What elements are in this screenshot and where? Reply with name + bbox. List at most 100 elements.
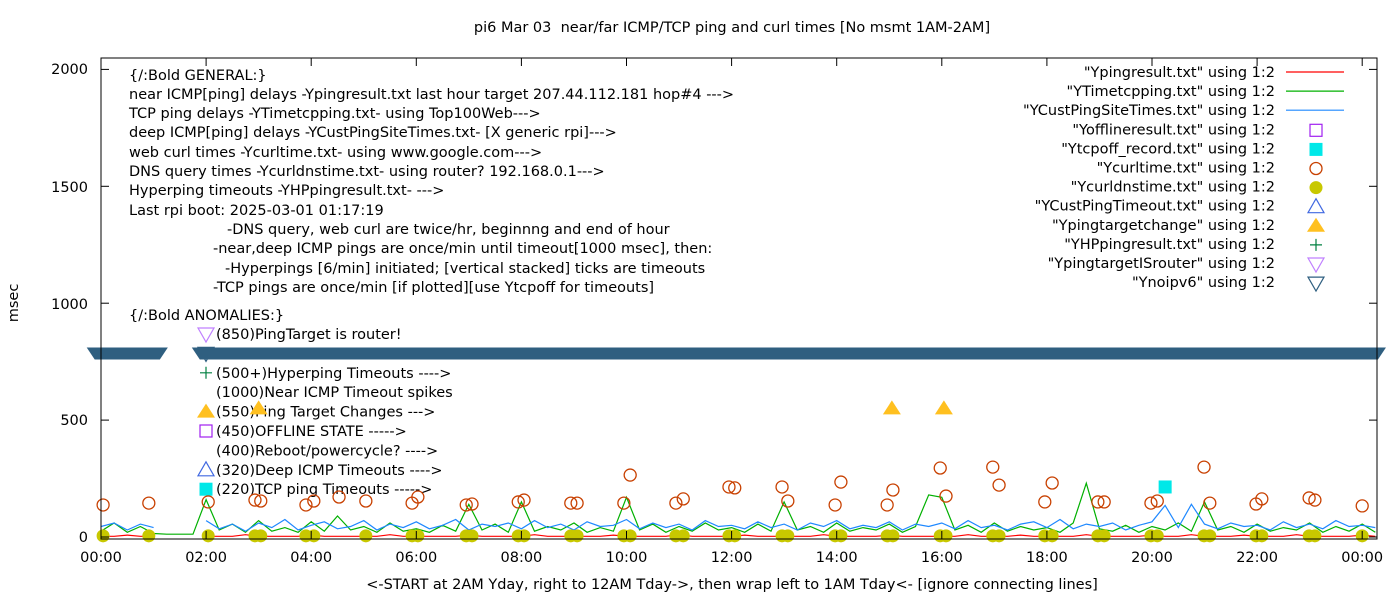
y-axis-label: msec <box>6 284 22 323</box>
curltime-point <box>299 498 313 512</box>
curltime-point <box>880 498 894 512</box>
x-tick-label: 16:00 <box>921 550 963 566</box>
x-tick-label: 00:00 <box>80 550 122 566</box>
x-tick-label: 22:00 <box>1236 550 1278 566</box>
curltime-point <box>459 498 473 512</box>
anomaly-annotations: (850)PingTarget is router! (500+)Hyperpin… <box>196 327 453 498</box>
y-tick-label: 1000 <box>51 297 88 313</box>
legend-label: "Ynoipv6" using 1:2 <box>1132 275 1275 291</box>
legend-hpping-icon <box>1310 238 1322 251</box>
curltime-point <box>201 495 215 509</box>
anomaly-open-square-icon <box>199 424 213 438</box>
legend-curltime-icon <box>1309 161 1323 176</box>
curltime-point <box>669 496 683 510</box>
curltime-point <box>142 496 156 510</box>
curltime-point <box>248 493 262 507</box>
legend-label: "YpingtargetISrouter" using 1:2 <box>1048 256 1275 272</box>
x-tick-label: 20:00 <box>1131 550 1173 566</box>
curltime-point <box>564 496 578 510</box>
legend-tcpoff-icon <box>1309 142 1323 156</box>
legend-custpingtimeout-icon <box>1306 197 1326 214</box>
legend-label: "Ypingresult.txt" using 1:2 <box>1084 65 1275 81</box>
anomaly-label: (1000)Near ICMP Timeout spikes <box>216 385 453 401</box>
dnstime-point <box>1045 529 1059 543</box>
curltime-point <box>939 489 953 503</box>
curltime-point <box>511 495 525 509</box>
legend-noipv6-icon <box>1306 276 1326 293</box>
legend-label: "YCustPingTimeout.txt" using 1:2 <box>1035 199 1275 215</box>
curltime-point <box>1144 496 1158 510</box>
annotation-note: -Hyperpings [6/min] initiated; [vertical… <box>225 261 705 277</box>
curltime-point <box>570 496 584 510</box>
curltime-point <box>834 475 848 489</box>
x-tick-label: 02:00 <box>185 550 227 566</box>
legend-label: "Ycurldnstime.txt" using 1:2 <box>1071 180 1275 196</box>
y-tick-label: 0 <box>79 530 88 546</box>
annotation-note: -DNS query, web curl are twice/hr, begin… <box>227 222 670 238</box>
annotation-line: Hyperping timeouts -YHPpingresult.txt- -… <box>129 183 444 199</box>
anomaly-open-triangle-up-icon <box>196 460 216 477</box>
dnstime-point <box>728 529 742 543</box>
legend-label: "Yofflineresult.txt" using 1:2 <box>1072 122 1275 138</box>
curltime-point <box>307 494 321 508</box>
dnstime-point <box>411 529 425 543</box>
series-line-2 <box>101 503 1376 532</box>
curltime-point <box>676 492 690 506</box>
curltime-point <box>1097 495 1111 509</box>
curltime-point <box>781 494 795 508</box>
anomaly-label: (320)Deep ICMP Timeouts ----> <box>216 463 443 479</box>
dnstime-point <box>886 529 900 543</box>
x-axis-label: <-START at 2AM Yday, right to 12AM Tday-… <box>366 577 1098 593</box>
dnstime-point <box>623 529 637 543</box>
general-annotations: {/:Bold GENERAL:} near ICMP[ping] delays… <box>128 68 734 324</box>
y-tick-label: 500 <box>60 413 88 429</box>
curltime-point <box>96 498 110 512</box>
annotation-line: Last rpi boot: 2025-03-01 01:17:19 <box>129 203 384 219</box>
anomaly-filled-square-icon <box>199 482 213 496</box>
curltime-point <box>1255 492 1269 506</box>
annotation-line: web curl times -Ycurltime.txt- using www… <box>129 145 542 161</box>
x-tick-label: 00:00 <box>1341 550 1383 566</box>
noipv6-marker-band <box>86 347 168 360</box>
curltime-point <box>722 480 736 494</box>
curltime-point <box>617 496 631 510</box>
curltime-point <box>359 494 373 508</box>
anomaly-label: (500+)Hyperping Timeouts ----> <box>216 366 451 382</box>
x-tick-label: 18:00 <box>1026 550 1068 566</box>
noipv6-marker-band <box>191 347 1386 360</box>
chart-title: pi6 Mar 03 near/far ICMP/TCP ping and cu… <box>474 20 990 36</box>
curltime-point <box>1045 476 1059 490</box>
x-tick-label: 04:00 <box>290 550 332 566</box>
curltime-point <box>828 498 842 512</box>
curltime-point <box>986 460 1000 474</box>
anomaly-label: (400)Reboot/powercycle? ----> <box>216 443 438 459</box>
axes-frame <box>100 57 1378 540</box>
curltime-point <box>411 490 425 504</box>
curltime-point <box>623 468 637 482</box>
x-tick-label: 06:00 <box>395 550 437 566</box>
curltime-point <box>1308 493 1322 507</box>
tcpoff-point <box>1158 480 1172 494</box>
legend-label: "YHPpingresult.txt" using 1:2 <box>1064 237 1275 253</box>
anomaly-label: (850)PingTarget is router! <box>216 327 402 343</box>
anomaly-label: (220)TCP ping Timeouts -----> <box>216 482 432 498</box>
legend-targetisrouter-icon <box>1306 257 1326 274</box>
curltime-point <box>1203 496 1217 510</box>
legend-label: "YCustPingSiteTimes.txt" using 1:2 <box>1023 103 1275 119</box>
dnstime-point <box>254 529 268 543</box>
anomalies-title: {/:Bold ANOMALIES:} <box>129 308 284 324</box>
anomaly-label: (550)Ping Target Changes ---> <box>216 405 435 421</box>
anomaly-filled-triangle-up-icon <box>197 403 215 418</box>
dnstime-point <box>307 529 321 543</box>
curltime-point <box>1302 491 1316 505</box>
y-tick-label: 1500 <box>51 180 88 196</box>
x-tick-label: 08:00 <box>501 550 543 566</box>
x-tick-label: 12:00 <box>711 550 753 566</box>
curltime-point <box>1091 495 1105 509</box>
dnstime-point <box>517 529 531 543</box>
curltime-point <box>886 483 900 497</box>
y-tick-label: 2000 <box>51 62 88 78</box>
legend-dnstime-icon <box>1309 181 1323 195</box>
